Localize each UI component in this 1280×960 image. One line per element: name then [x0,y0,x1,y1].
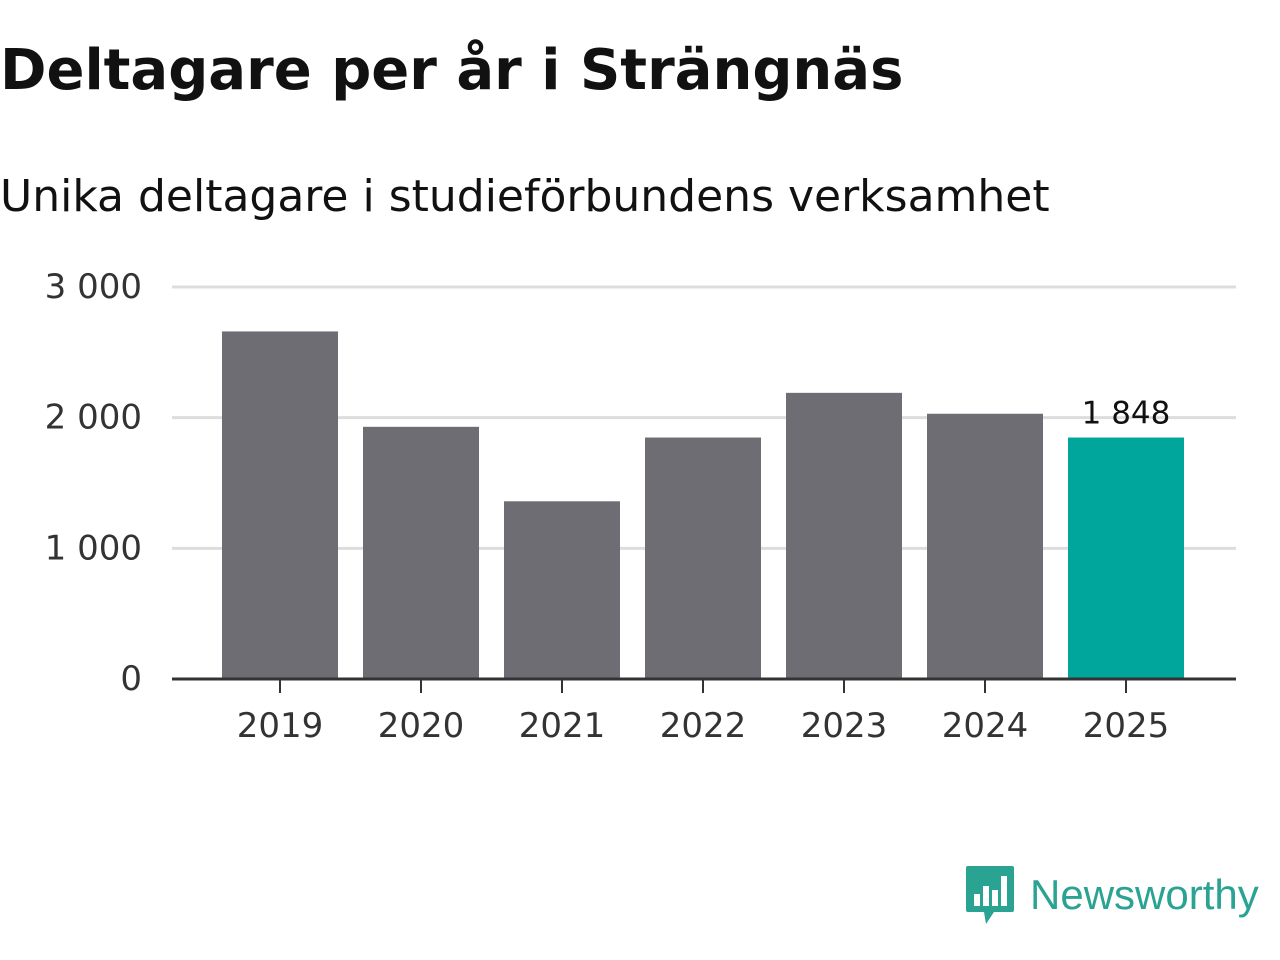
bar-2023 [786,392,902,679]
y-tick-label: 1 000 [45,528,142,568]
y-tick-label: 0 [120,659,142,699]
x-tick-label: 2021 [519,706,606,746]
newsworthy-wordmark: Newsworthy [1030,871,1259,918]
bar-2024 [927,413,1043,679]
bar-2020 [363,426,479,679]
x-tick-label: 2022 [660,706,747,746]
chart-subtitle: Unika deltagare i studieförbundens verks… [0,171,1050,222]
newsworthy-logo: Newsworthy [964,864,1259,926]
x-tick-label: 2020 [378,706,465,746]
x-tick-label: 2023 [801,706,888,746]
y-axis-ticks: 0 1 000 2 000 3 000 [45,267,142,699]
x-tick-label: 2024 [942,706,1029,746]
newsworthy-bar-chart-bubble-icon [966,866,1014,924]
bar-2025 [1068,437,1184,679]
bar-2021 [504,501,620,679]
data-label-2025: 1 848 [1082,396,1171,432]
bar-2022 [645,437,761,679]
x-axis-ticks: 2019 2020 2021 2022 2023 2024 2025 [237,679,1170,746]
data-labels: 1 848 [1082,396,1171,432]
y-tick-label: 3 000 [45,267,142,307]
x-tick-label: 2019 [237,706,324,746]
x-tick-label: 2025 [1083,706,1170,746]
bars [222,331,1184,679]
chart-title: Deltagare per år i Strängnäs [0,38,904,103]
y-tick-label: 2 000 [45,398,142,438]
bar-2019 [222,331,338,679]
